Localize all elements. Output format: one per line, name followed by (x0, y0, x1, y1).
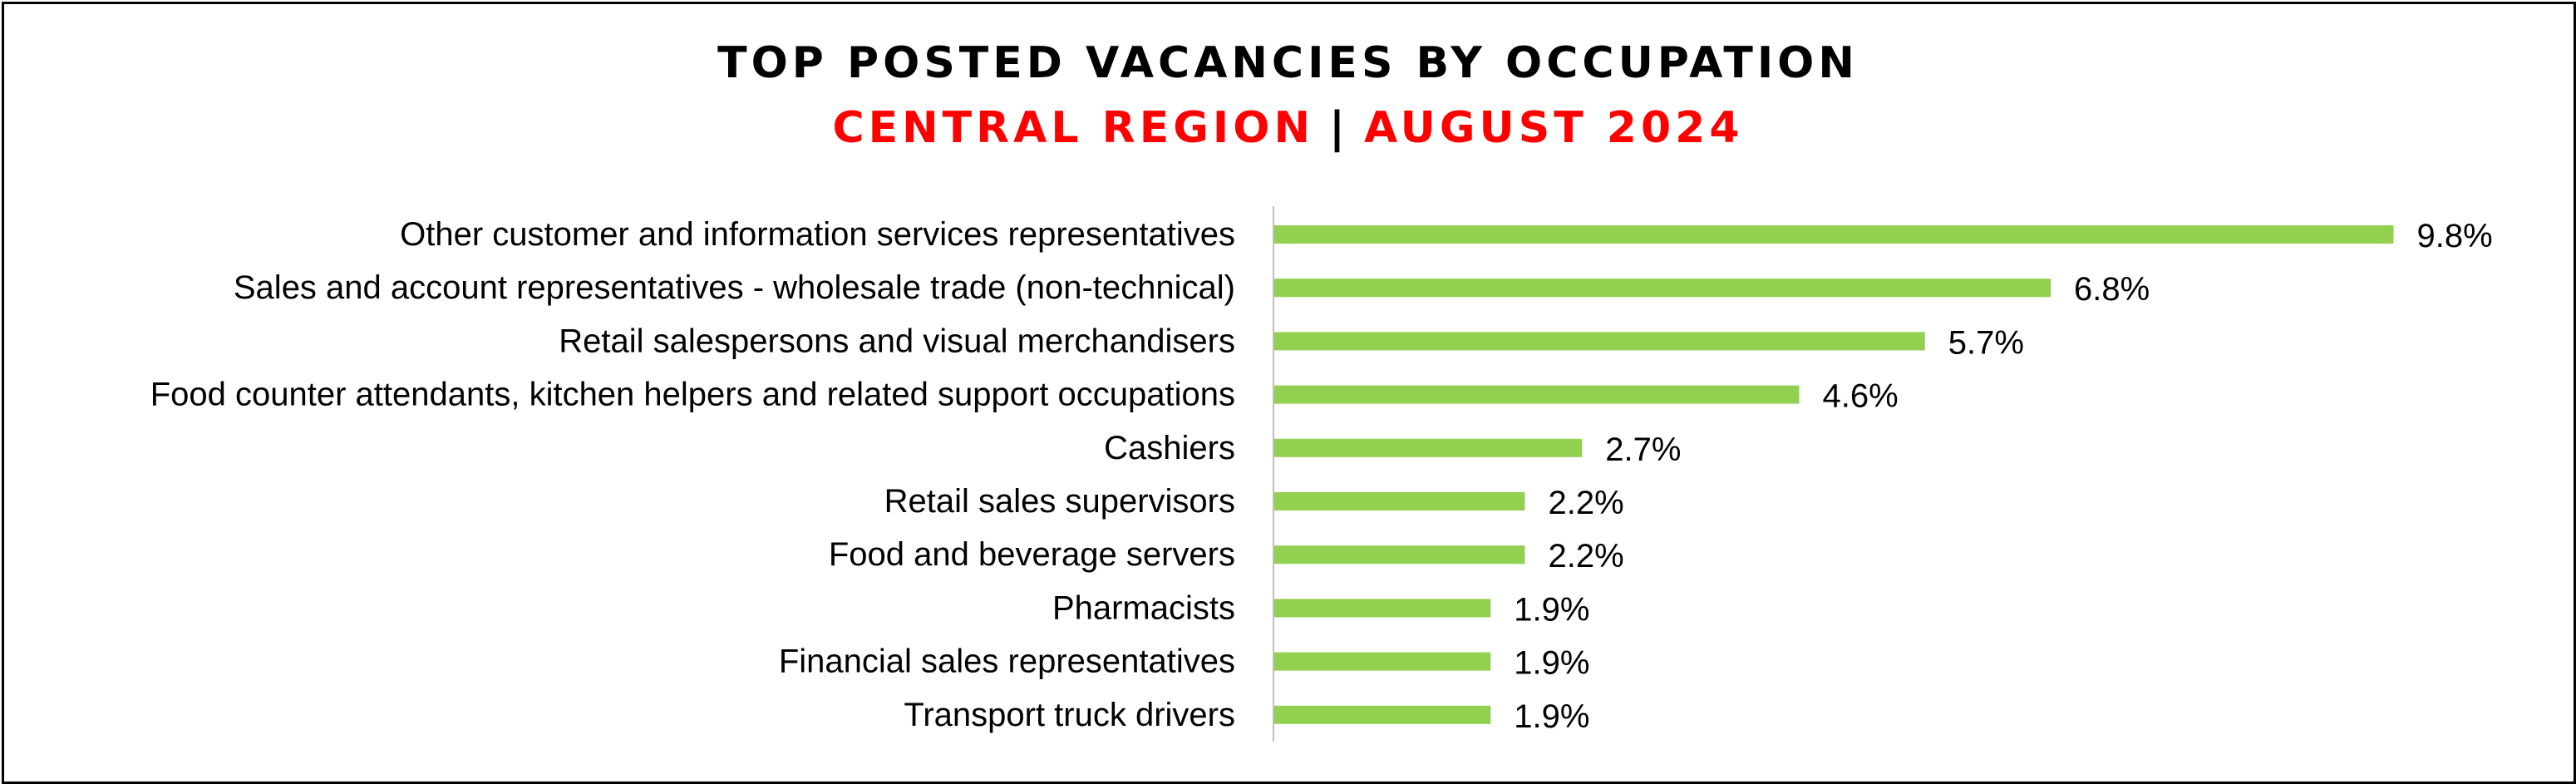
data-label: 2.2% (1549, 538, 1624, 574)
chart-title: TOP POSTED VACANCIES BY OCCUPATION (717, 38, 1859, 88)
data-label: 5.7% (1948, 324, 2024, 361)
bar (1273, 652, 1491, 671)
bar (1273, 492, 1525, 510)
bar (1273, 279, 2051, 298)
bar (1273, 599, 1491, 618)
chart-header: TOP POSTED VACANCIES BY OCCUPATION CENTR… (0, 32, 2576, 161)
bar (1273, 385, 1800, 404)
bar (1273, 705, 1491, 724)
chart-subtitle: CENTRAL REGION | AUGUST 2024 (0, 95, 2576, 161)
category-label: Transport truck drivers (904, 697, 1235, 733)
category-label: Other customer and information services … (400, 216, 1235, 253)
data-label: 1.9% (1514, 645, 1589, 682)
bar (1273, 545, 1525, 565)
data-label: 1.9% (1514, 698, 1589, 735)
category-label: Retail sales supervisors (884, 483, 1235, 520)
bar (1273, 332, 1925, 351)
bars-layer: Other customer and information services … (150, 216, 2493, 735)
category-label: Food counter attendants, kitchen helpers… (150, 377, 1235, 413)
category-label: Cashiers (1104, 430, 1235, 466)
subtitle-region: CENTRAL REGION (832, 103, 1314, 153)
data-label: 6.8% (2074, 271, 2150, 308)
category-label: Food and beverage servers (829, 536, 1235, 573)
bar (1273, 225, 2394, 244)
category-label: Financial sales representatives (779, 643, 1235, 680)
data-label: 1.9% (1514, 591, 1589, 628)
category-label: Sales and account representatives - whol… (234, 269, 1235, 306)
data-label: 4.6% (1823, 378, 1899, 415)
data-label: 9.8% (2417, 218, 2493, 254)
category-label: Retail salespersons and visual merchandi… (559, 323, 1235, 359)
bar (1273, 438, 1583, 457)
category-label: Pharmacists (1052, 589, 1235, 626)
data-label: 2.7% (1605, 431, 1681, 468)
subtitle-period: AUGUST 2024 (1363, 103, 1744, 153)
subtitle-separator: | (1328, 103, 1349, 153)
data-label: 2.2% (1549, 485, 1624, 521)
